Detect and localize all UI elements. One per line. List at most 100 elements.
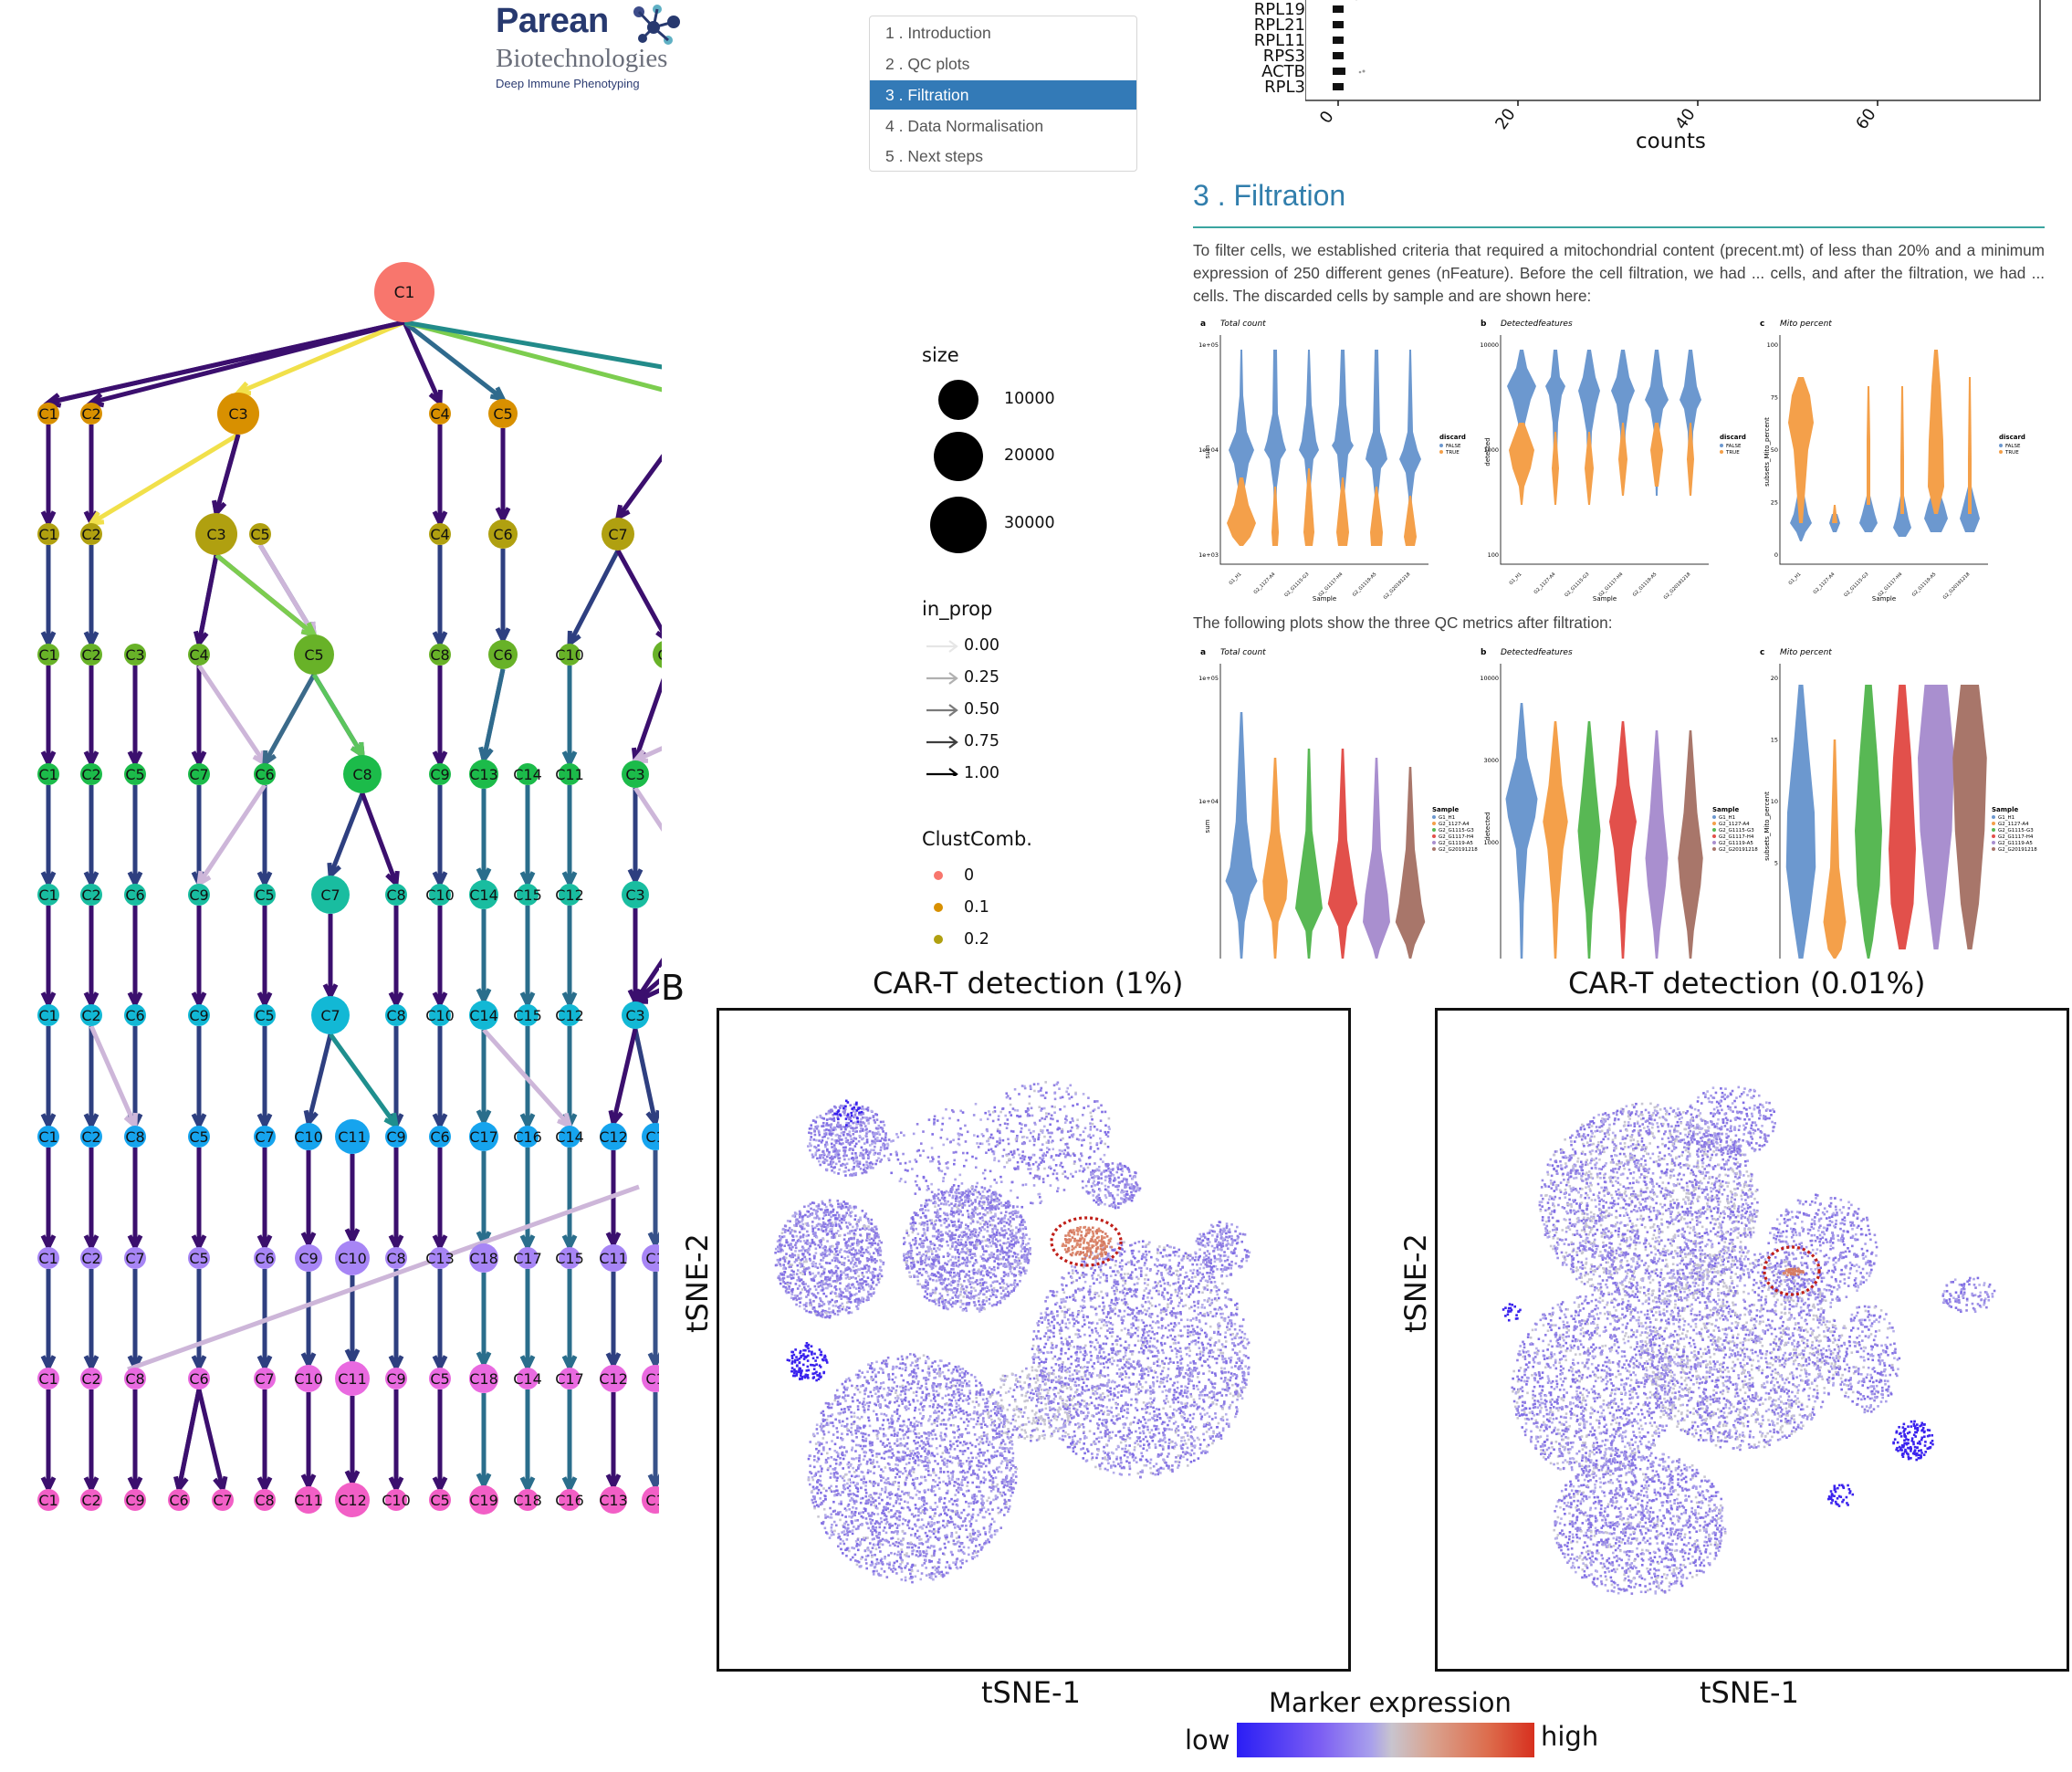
- cluster-label: C7: [320, 1007, 340, 1024]
- tsne-point: [950, 1276, 954, 1279]
- toc-item-filtration[interactable]: 3 . Filtration: [870, 80, 1136, 110]
- tsne-point: [1034, 1160, 1038, 1164]
- tsne-point: [1133, 1263, 1136, 1267]
- tsne-point: [972, 1243, 976, 1247]
- tsne-point: [1003, 1235, 1006, 1239]
- tsne-point: [985, 1151, 988, 1155]
- tsne-point: [860, 1284, 863, 1287]
- tsne-point: [971, 1155, 974, 1159]
- toc-item-data-normalisation[interactable]: 4 . Data Normalisation: [885, 117, 1044, 135]
- tsne-point: [926, 1284, 929, 1286]
- tsne-point: [926, 1281, 929, 1284]
- tsne-point: [1134, 1456, 1137, 1460]
- cluster-label: C10: [425, 886, 455, 904]
- tsne-point: [1224, 1412, 1228, 1416]
- tsne-point: [1140, 1375, 1144, 1378]
- tsne-point: [788, 1274, 791, 1277]
- tsne-point: [874, 1225, 876, 1229]
- tsne-point: [991, 1215, 994, 1219]
- tsne-point: [801, 1227, 803, 1231]
- tsne-point: [1163, 1421, 1167, 1424]
- toc-item-introduction[interactable]: 1 . Introduction: [885, 24, 991, 42]
- tsne-point: [1189, 1453, 1193, 1456]
- tsne-point: [916, 1275, 919, 1278]
- tsne-point: [865, 1167, 869, 1169]
- cluster-label: C5: [255, 886, 274, 904]
- tsne-point: [1114, 1283, 1117, 1285]
- tsne-point: [854, 1253, 857, 1256]
- cluster-node: [80, 523, 102, 545]
- tsne-point: [862, 1121, 864, 1124]
- tsne-point: [928, 1219, 932, 1222]
- tsne-point: [1013, 1259, 1017, 1262]
- tsne-point: [854, 1277, 857, 1280]
- tsne-point: [949, 1247, 952, 1251]
- cluster-label: C1: [38, 1250, 58, 1267]
- tsne-point: [953, 1159, 957, 1162]
- tsne-point: [995, 1303, 999, 1306]
- toc-item-qc-plots[interactable]: 2 . QC plots: [885, 55, 970, 73]
- tsne-point: [859, 1151, 863, 1155]
- tsne-point: [1237, 1392, 1240, 1395]
- tsne-point: [939, 1265, 942, 1269]
- tsne-point: [823, 1203, 826, 1206]
- tsne-point: [1201, 1273, 1204, 1276]
- cluster-label: C9: [189, 886, 208, 904]
- tsne-point: [1201, 1350, 1205, 1354]
- tsne-point: [787, 1262, 790, 1265]
- tsne-point: [1020, 1219, 1024, 1222]
- tsne-point: [1131, 1322, 1135, 1326]
- tsne-point: [1025, 1256, 1029, 1260]
- tsne-point: [1159, 1378, 1163, 1380]
- tsne-point: [968, 1280, 971, 1284]
- tsne-point: [841, 1261, 844, 1264]
- tsne-point: [876, 1278, 880, 1281]
- cluster-node: [559, 1247, 581, 1269]
- tsne-point: [837, 1123, 840, 1127]
- tsne-point: [1126, 1411, 1130, 1414]
- tsne-point: [830, 1311, 832, 1314]
- tsne-point: [961, 1206, 964, 1209]
- tsne-point: [1131, 1452, 1135, 1455]
- tsne-point: [958, 1134, 960, 1138]
- tsne-point: [918, 1222, 922, 1225]
- panel-ylabel: detected: [1484, 812, 1491, 840]
- tsne-point: [827, 1284, 831, 1288]
- tsne-point: [853, 1114, 857, 1117]
- toc-item-next-steps[interactable]: 5 . Next steps: [885, 147, 983, 165]
- tsne-point: [936, 1253, 939, 1257]
- tsne-point: [861, 1239, 864, 1242]
- cluster-node: [642, 1486, 662, 1514]
- tsne-point: [797, 1238, 801, 1242]
- legend-dot: [1712, 828, 1716, 832]
- tsne-point: [1016, 1114, 1019, 1117]
- tsne-point: [1130, 1249, 1134, 1253]
- tsne-point: [793, 1211, 797, 1214]
- tsne-point: [1189, 1427, 1192, 1430]
- qc-before-panel: a Total countsum1e+051e+041e+03SampleG1_H…: [1198, 320, 1466, 603]
- tsne-point: [964, 1140, 968, 1143]
- cluster-label: C12: [599, 1128, 628, 1146]
- tsne-point: [913, 1265, 916, 1268]
- tsne-point: [968, 1296, 971, 1299]
- tsne-point: [938, 1219, 942, 1222]
- tsne-point: [1032, 1143, 1036, 1147]
- tsne-point: [813, 1284, 817, 1288]
- cluster-label: C8: [125, 1128, 144, 1146]
- cluster-label: C2: [81, 1250, 100, 1267]
- tsne-point: [969, 1199, 972, 1202]
- tsne-point: [970, 1187, 974, 1190]
- cluster-label: C18: [469, 1250, 498, 1267]
- tsne-point: [1109, 1274, 1113, 1278]
- tsne-point: [972, 1210, 976, 1212]
- tsne-point: [833, 1279, 837, 1283]
- tsne-point: [926, 1185, 929, 1188]
- tsne-point: [958, 1243, 961, 1247]
- tsne-point: [848, 1277, 851, 1280]
- tsne-point: [984, 1111, 987, 1115]
- tsne-point: [804, 1283, 808, 1285]
- tsne-point: [821, 1259, 824, 1262]
- tsne-point: [1110, 1406, 1114, 1410]
- tsne-point: [1130, 1398, 1133, 1401]
- tsne-point: [937, 1260, 940, 1263]
